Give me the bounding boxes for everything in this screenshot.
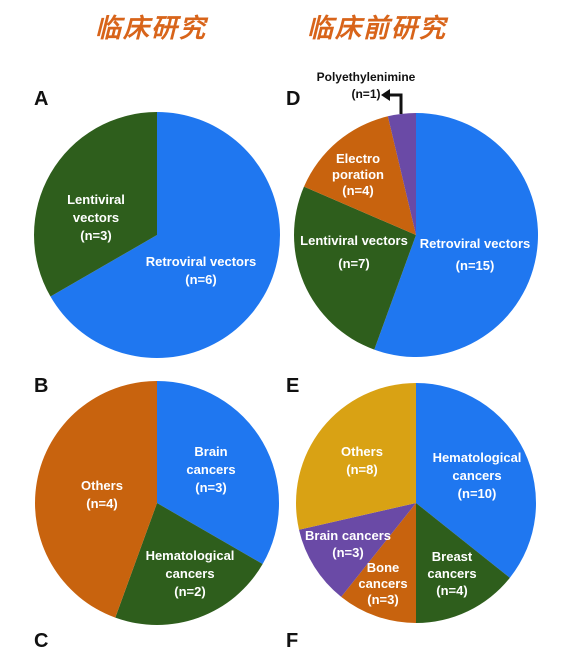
pie-slice-retroviral-vectors [50,112,281,358]
label-e-breast-n: (n=4) [436,583,467,598]
label-d-electro-1: Electro [336,151,380,166]
panel-letter-b: B [34,375,49,397]
label-b-brain-1: Brain [194,444,227,459]
label-e-bone-2: cancers [358,576,407,591]
label-e-others: Others [341,444,383,459]
label-b-brain-n: (n=3) [195,480,226,495]
label-e-hema-1: Hematological [433,450,522,465]
pie-slice-bone-cancers [341,503,416,623]
pie-chart-a: Lentiviral vectors (n=3) Retroviral vect… [34,111,281,358]
pie-slice-lentiviral-vectors [294,186,416,350]
label-e-breast-2: cancers [427,566,476,581]
header-clinical: 临床研究 [95,14,208,44]
pie-slice-polyethylenimine [387,113,416,235]
pie-chart-d: Retroviral vectors (n=15) Lentiviral vec… [294,70,539,357]
panel-letter-a: A [34,88,49,110]
panel-letter-e: E [286,375,300,397]
pie-chart-e: Hematological cancers (n=10) Breast canc… [296,383,537,623]
label-d-polyethylenimine: Polyethylenimine [317,70,416,84]
pie-slice-hematological-cancers [115,503,263,626]
label-b-hema-2: cancers [165,566,214,581]
label-e-bone-n: (n=3) [367,592,398,607]
label-b-hema-n: (n=2) [174,584,205,599]
label-b-hema-1: Hematological [146,548,235,563]
panel-letter-d: D [286,88,301,110]
header-preclinical: 临床前研究 [307,14,448,44]
label-b-others-n: (n=4) [86,496,117,511]
label-e-brain-n: (n=3) [332,545,363,560]
label-e-breast-1: Breast [432,549,473,564]
label-a-lentiviral-1: Lentiviral [67,192,125,207]
label-d-electro-2: poration [332,167,384,182]
pie-slice-brain-cancers [299,503,416,597]
pie-slice-brain-cancers [157,381,280,564]
label-a-retroviral-n: (n=6) [185,272,216,287]
pie-slice-others [35,381,157,618]
label-d-electro-n: (n=4) [342,183,373,198]
label-d-lentiviral: Lentiviral vectors [300,233,408,248]
label-e-bone-1: Bone [367,560,400,575]
pie-slice-breast-cancers [416,503,510,623]
arrow-head-icon [381,89,390,101]
label-e-others-n: (n=8) [346,462,377,477]
pie-slice-electroporation [303,116,416,235]
label-e-brain: Brain cancers [305,528,391,543]
label-a-lentiviral-n: (n=3) [80,228,111,243]
label-b-brain-2: cancers [186,462,235,477]
pie-slice-retroviral-vectors [374,113,539,357]
label-b-others: Others [81,478,123,493]
pie-slice-hematological-cancers [416,383,537,578]
arrow-polyethylenimine [389,93,403,114]
label-e-hema-n: (n=10) [458,486,497,501]
panel-letter-f: F [286,630,299,652]
pie-slice-lentiviral-vectors [34,111,157,297]
label-d-retroviral: Retroviral vectors [420,236,531,251]
label-d-retroviral-n: (n=15) [456,258,495,273]
label-d-polyethylenimine-n: (n=1) [351,87,380,101]
label-a-retroviral: Retroviral vectors [146,254,257,269]
label-a-lentiviral-2: vectors [73,210,119,225]
label-d-lentiviral-n: (n=7) [338,256,369,271]
label-e-hema-2: cancers [452,468,501,483]
pie-slice-others [296,383,416,530]
panel-letter-c: C [34,630,49,652]
pie-chart-b: Brain cancers (n=3) Hematological cancer… [35,381,280,626]
